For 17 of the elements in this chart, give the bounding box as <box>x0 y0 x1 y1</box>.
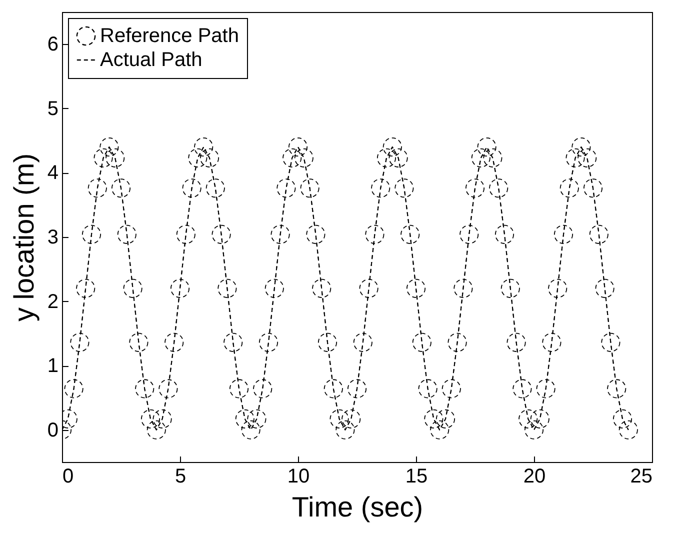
y-tick-label: 1 <box>47 355 58 378</box>
x-tick-label: 5 <box>174 466 186 488</box>
legend-label: Reference Path <box>100 25 239 47</box>
y-tick-label: 0 <box>47 419 58 442</box>
y-tick-label: 5 <box>47 98 58 120</box>
y-tick-label: 3 <box>47 226 58 248</box>
x-axis-title: Time (sec) <box>292 492 424 522</box>
y-tick-label: 2 <box>47 290 58 313</box>
x-tick-label: 25 <box>630 466 652 488</box>
x-tick-label: 10 <box>287 466 310 488</box>
y-axis-title: y location (m) <box>8 153 40 322</box>
legend-label: Actual Path <box>100 49 202 71</box>
y-tick-label: 4 <box>47 162 58 184</box>
x-tick-label: 20 <box>523 466 546 488</box>
x-tick-label: 15 <box>405 466 428 488</box>
x-tick-label: 0 <box>62 466 74 488</box>
y-tick-label: 6 <box>47 34 58 56</box>
